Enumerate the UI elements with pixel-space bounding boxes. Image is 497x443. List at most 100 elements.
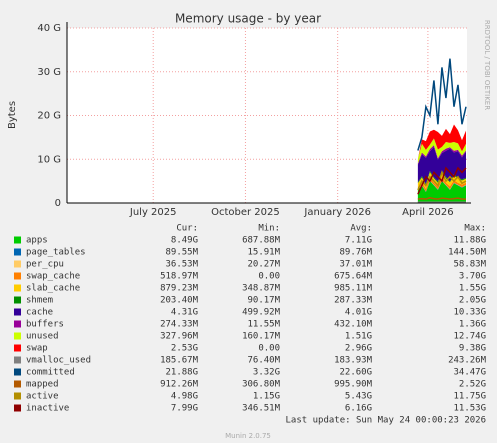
legend-swatch — [14, 248, 21, 256]
legend-stat: 76.40M — [247, 356, 280, 366]
legend-swatch — [14, 404, 21, 412]
stacked-area — [417, 145, 466, 165]
legend-stat: 327.96M — [160, 332, 199, 342]
legend-name: buffers — [26, 320, 64, 330]
legend-swatch — [14, 296, 21, 304]
legend-stat: 7.99G — [171, 404, 198, 414]
legend-name: slab_cache — [26, 284, 80, 294]
legend-stat: 3.70G — [459, 272, 486, 282]
chart-title: Memory usage - by year — [175, 12, 321, 26]
legend-stat: 346.51M — [242, 404, 281, 414]
legend-stat: 274.33M — [160, 320, 199, 330]
legend-name: active — [26, 392, 59, 402]
legend-stat: 0.00 — [258, 272, 280, 282]
legend-stat: 203.40M — [160, 296, 199, 306]
legend-name: shmem — [26, 296, 53, 306]
legend-stat: 306.80M — [242, 380, 281, 390]
legend-stat: 11.75G — [453, 392, 486, 402]
y-tick-label: 40 G — [37, 23, 61, 34]
legend-swatch — [14, 368, 21, 376]
legend-name: vmalloc_used — [26, 356, 91, 366]
stacked-area — [417, 138, 466, 164]
legend-stat: 2.53G — [171, 344, 198, 354]
legend-name: inactive — [26, 404, 69, 414]
legend-stat: 183.93M — [334, 356, 373, 366]
legend-swatch — [14, 380, 21, 388]
series-line — [417, 170, 467, 191]
legend-swatch — [14, 308, 21, 316]
legend-stat: 2.96G — [345, 344, 372, 354]
legend-swatch — [14, 272, 21, 280]
legend-swatch — [14, 236, 21, 244]
legend-stat: 1.36G — [459, 320, 486, 330]
legend-stat: 518.97M — [160, 272, 199, 282]
legend-stat: 3.32G — [253, 368, 280, 378]
legend-stat: 90.17M — [247, 296, 280, 306]
legend-stat: 185.67M — [160, 356, 199, 366]
legend-header: Avg: — [350, 224, 372, 234]
legend-stat: 995.90M — [334, 380, 373, 390]
y-axis-label: Bytes — [7, 101, 18, 129]
legend-header: Max: — [464, 224, 486, 234]
legend-stat: 985.11M — [334, 284, 373, 294]
side-text: RRDTOOL / TOBI OETIKER — [483, 20, 491, 110]
legend-header: Min: — [258, 224, 280, 234]
legend-swatch — [14, 284, 21, 292]
legend-stat: 499.92M — [242, 308, 281, 318]
x-tick-label: July 2025 — [129, 207, 177, 218]
series-line — [417, 196, 466, 200]
legend-swatch — [14, 344, 21, 352]
legend-stat: 20.27M — [247, 260, 280, 270]
legend-name: swap — [26, 344, 48, 354]
legend-swatch — [14, 332, 21, 340]
legend-stat: 1.55G — [459, 284, 486, 294]
stacked-area — [417, 124, 466, 160]
y-tick-label: 10 G — [37, 154, 61, 165]
legend-name: per_cpu — [26, 260, 64, 270]
legend-name: committed — [26, 368, 75, 378]
legend-stat: 5.43G — [345, 392, 372, 402]
legend-name: swap_cache — [26, 272, 80, 282]
legend-stat: 912.26M — [160, 380, 199, 390]
legend-stat: 6.16G — [345, 404, 372, 414]
legend-stat: 4.31G — [171, 308, 198, 318]
y-tick-label: 0 — [55, 198, 61, 209]
legend-stat: 432.10M — [334, 320, 373, 330]
legend-stat: 21.88G — [165, 368, 198, 378]
legend-stat: 11.88G — [453, 236, 486, 246]
legend-stat: 12.74G — [453, 332, 486, 342]
legend-stat: 4.01G — [345, 308, 372, 318]
x-tick-label: October 2025 — [211, 207, 280, 218]
legend-stat: 0.00 — [258, 344, 280, 354]
legend-stat: 34.47G — [453, 368, 486, 378]
legend-stat: 36.53M — [165, 260, 198, 270]
legend-stat: 1.15G — [253, 392, 280, 402]
legend-stat: 10.33G — [453, 308, 486, 318]
legend-stat: 243.26M — [448, 356, 487, 366]
x-tick-label: April 2026 — [402, 207, 453, 218]
last-update: Last update: Sun May 24 00:00:23 2026 — [286, 416, 486, 426]
legend-name: apps — [26, 236, 48, 246]
legend-stat: 89.76M — [339, 248, 372, 258]
y-tick-label: 20 G — [37, 111, 61, 122]
legend-stat: 4.98G — [171, 392, 198, 402]
series-line — [417, 166, 467, 195]
legend-stat: 89.55M — [165, 248, 198, 258]
legend-stat: 2.05G — [459, 296, 486, 306]
legend-stat: 879.23M — [160, 284, 199, 294]
stacked-area — [417, 146, 466, 185]
legend-stat: 160.17M — [242, 332, 281, 342]
legend-stat: 15.91M — [247, 248, 280, 258]
legend-stat: 1.51G — [345, 332, 372, 342]
legend-stat: 348.87M — [242, 284, 281, 294]
legend-stat: 37.01M — [339, 260, 372, 270]
legend-swatch — [14, 356, 21, 364]
legend-swatch — [14, 392, 21, 400]
legend-stat: 144.50M — [448, 248, 487, 258]
legend-stat: 11.53G — [453, 404, 486, 414]
legend-stat: 7.11G — [345, 236, 372, 246]
legend-stat: 11.55M — [247, 320, 280, 330]
y-tick-label: 30 G — [37, 67, 61, 78]
legend-name: mapped — [26, 380, 59, 390]
legend-header: Cur: — [176, 224, 198, 234]
